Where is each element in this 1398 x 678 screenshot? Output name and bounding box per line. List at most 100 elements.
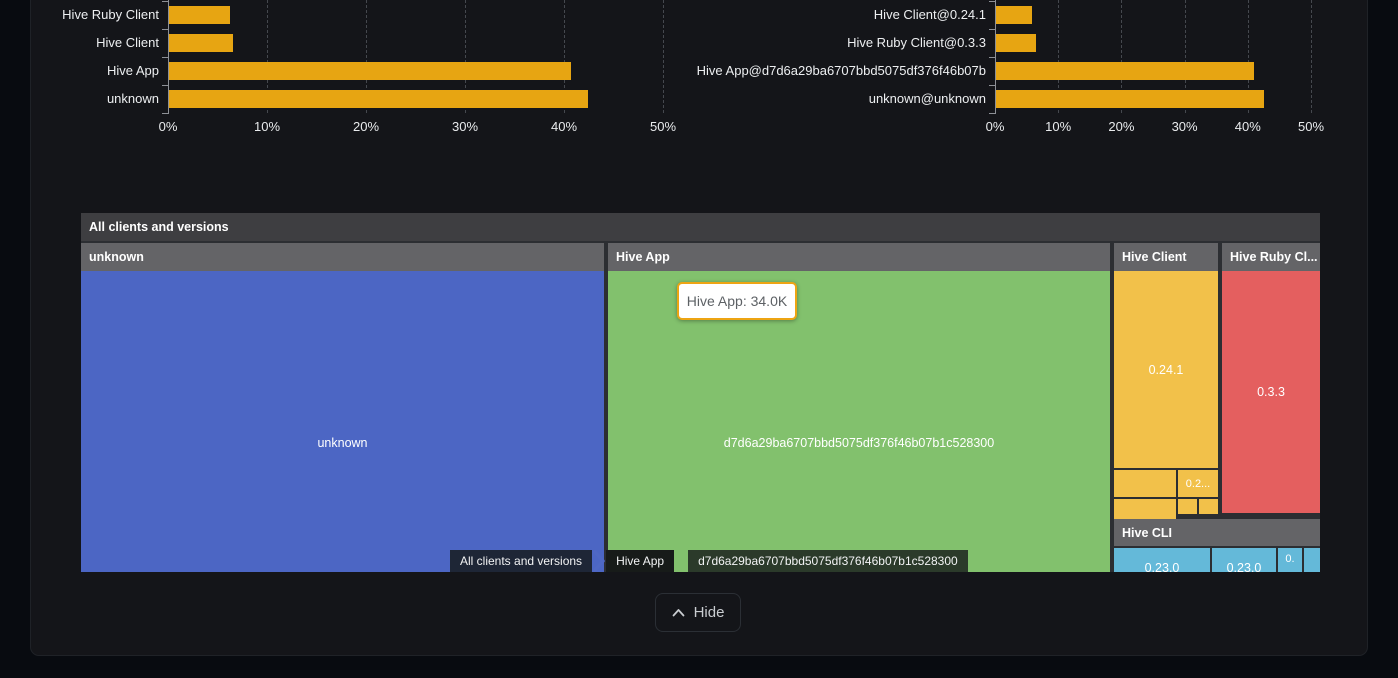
bar-hive-ruby-client-0-3-3[interactable] bbox=[996, 34, 1037, 52]
treemap-block-hive-ruby-0-3-3-label: 0.3.3 bbox=[1257, 385, 1285, 399]
treemap-block-hive-cli-3[interactable]: 0. bbox=[1278, 548, 1302, 572]
x-tick-label: 30% bbox=[1171, 119, 1198, 134]
x-tick-label: 30% bbox=[451, 119, 479, 134]
treemap-block-hive-client-0-2[interactable]: 0.2... bbox=[1178, 470, 1218, 497]
y-axis-tick bbox=[989, 29, 995, 30]
client-versions-bar-chart: Hive Client@0.24.1 Hive Ruby Client@0.3.3… bbox=[697, 0, 1398, 140]
y-axis-tick bbox=[162, 113, 168, 114]
treemap-root-header-label: All clients and versions bbox=[89, 220, 229, 234]
breadcrumb-segment-0[interactable]: All clients and versions bbox=[450, 550, 593, 572]
category-label: Hive App bbox=[106, 63, 159, 78]
treemap-header-hive-app-label: Hive App bbox=[616, 250, 670, 264]
treemap-block-hive-cli-1-label: 0.23.0 bbox=[1144, 561, 1180, 572]
treemap-header-unknown[interactable]: unknown bbox=[81, 243, 604, 271]
treemap-header-hive-ruby-client[interactable]: Hive Ruby Cl... bbox=[1222, 243, 1320, 271]
category-label: Hive Ruby Client bbox=[62, 7, 159, 22]
y-axis-tick bbox=[989, 57, 995, 58]
treemap-header-hive-cli-label: Hive CLI bbox=[1122, 525, 1173, 540]
treemap-block-hive-client-0-2-label: 0.2... bbox=[1185, 477, 1211, 490]
y-axis-line bbox=[995, 0, 996, 114]
treemap-block-hive-cli-1[interactable]: 0.23.0 bbox=[1114, 548, 1210, 572]
treemap-header-hive-cli[interactable]: Hive CLI bbox=[1114, 519, 1320, 546]
x-tick-label: 10% bbox=[1045, 119, 1072, 134]
treemap-block-hive-client-sub1[interactable] bbox=[1114, 470, 1176, 497]
x-tick-label: 50% bbox=[649, 119, 677, 134]
treemap-block-hive-cli-3-label: 0. bbox=[1285, 553, 1295, 565]
gridline-50 bbox=[663, 0, 664, 113]
gridline-20 bbox=[366, 0, 367, 113]
treemap-block-hive-ruby-0-3-3[interactable]: 0.3.3 bbox=[1222, 271, 1320, 513]
treemap-block-hive-client-sub2[interactable] bbox=[1114, 499, 1176, 520]
category-label: Hive Client@0.24.1 bbox=[873, 7, 986, 22]
treemap-block-hive-cli-4[interactable] bbox=[1304, 548, 1320, 572]
y-axis-tick bbox=[162, 85, 168, 86]
treemap-block-hive-client-0-24-1[interactable]: 0.24.1 bbox=[1114, 271, 1218, 468]
bar-hive-app[interactable] bbox=[169, 62, 571, 80]
category-label: unknown bbox=[106, 91, 159, 106]
gridline-40 bbox=[1247, 0, 1249, 113]
bar-unknown-unknown[interactable] bbox=[996, 90, 1264, 108]
x-tick-label: 40% bbox=[550, 119, 578, 134]
breadcrumb-chevron-icon bbox=[592, 550, 606, 572]
clients-treemap: All clients and versions unknown unknown Hi… bbox=[81, 213, 1320, 572]
gridline-50 bbox=[1311, 0, 1312, 113]
treemap-breadcrumb: All clients and versions Hive App d7d6a29b… bbox=[450, 550, 968, 572]
y-axis-tick bbox=[162, 29, 168, 30]
treemap-header-unknown-label: unknown bbox=[89, 250, 144, 264]
treemap-root-header[interactable]: All clients and versions bbox=[81, 213, 1320, 241]
gridline-30 bbox=[465, 0, 466, 113]
bar-hive-ruby-client[interactable] bbox=[169, 6, 231, 24]
x-tick-label: 50% bbox=[1297, 119, 1325, 134]
breadcrumb-segment-1[interactable]: Hive App bbox=[606, 550, 675, 572]
x-tick-label: 10% bbox=[253, 119, 281, 134]
category-label: Hive App@d7d6a29ba6707bbd5075df376f46b07… bbox=[696, 63, 986, 78]
gridline-10 bbox=[267, 0, 268, 113]
gridline-20 bbox=[1121, 0, 1123, 113]
client-versions-bar-chart-plot: Hive Client@0.24.1 Hive Ruby Client@0.3.3… bbox=[697, 0, 1355, 134]
category-label: Hive Ruby Client@0.3.3 bbox=[847, 35, 986, 50]
x-tick-label: 0% bbox=[158, 119, 178, 134]
y-axis-tick bbox=[162, 57, 168, 58]
treemap-header-hive-client[interactable]: Hive Client bbox=[1114, 243, 1218, 271]
tooltip-text: Hive App: 34.0K bbox=[686, 293, 788, 309]
gridline-30 bbox=[1184, 0, 1186, 113]
bar-hive-app-d7d6a29ba6707bbd5075df376f46b07b[interactable] bbox=[996, 62, 1254, 80]
treemap-block-hive-cli-2[interactable]: 0.23.0 bbox=[1212, 548, 1276, 572]
treemap-block-hive-app-hash[interactable]: d7d6a29ba6707bbd5075df376f46b07b1c528300 bbox=[608, 271, 1110, 572]
hide-button[interactable]: Hide bbox=[655, 593, 741, 632]
treemap-header-hive-client-label: Hive Client bbox=[1122, 250, 1187, 264]
x-tick-label: 40% bbox=[1234, 119, 1261, 134]
bar-hive-client-0-24-1[interactable] bbox=[996, 6, 1033, 24]
treemap-block-hive-client-0-24-1-label: 0.24.1 bbox=[1148, 362, 1184, 377]
treemap-tooltip: Hive App: 34.0K bbox=[677, 282, 797, 320]
bar-unknown[interactable] bbox=[169, 90, 588, 108]
treemap-block-hive-client-sub4[interactable] bbox=[1199, 499, 1218, 514]
treemap-block-unknown[interactable]: unknown bbox=[81, 271, 604, 572]
x-tick-label: 20% bbox=[1108, 119, 1135, 134]
clients-bar-chart-plot: Hive Ruby Client Hive Client Hive App unkno… bbox=[62, 0, 696, 134]
x-tick-label: 20% bbox=[352, 119, 380, 134]
bar-hive-client[interactable] bbox=[169, 34, 234, 52]
y-axis-tick bbox=[162, 1, 168, 2]
y-axis-tick bbox=[989, 1, 995, 2]
treemap-header-hive-ruby-client-label: Hive Ruby Cl... bbox=[1230, 250, 1318, 264]
treemap-block-hive-cli-2-label: 0.23.0 bbox=[1226, 561, 1262, 572]
clients-bar-chart: Hive Ruby Client Hive Client Hive App unkno… bbox=[0, 0, 699, 140]
chevron-up-icon bbox=[672, 608, 685, 617]
x-tick-label: 0% bbox=[985, 119, 1005, 134]
category-label: unknown@unknown bbox=[868, 91, 986, 106]
breadcrumb-segment-2[interactable]: d7d6a29ba6707bbd5075df376f46b07b1c528300 bbox=[688, 550, 968, 572]
breadcrumb-chevron-icon bbox=[674, 550, 688, 572]
treemap-block-unknown-label: unknown bbox=[317, 436, 368, 450]
treemap-block-hive-app-hash-label: d7d6a29ba6707bbd5075df376f46b07b1c528300 bbox=[723, 436, 995, 450]
gridline-40 bbox=[564, 0, 565, 113]
hide-button-label: Hide bbox=[693, 604, 725, 621]
gridline-10 bbox=[1058, 0, 1060, 113]
treemap-block-hive-client-sub3[interactable] bbox=[1178, 499, 1197, 514]
y-axis-line bbox=[168, 0, 169, 114]
treemap-header-hive-app[interactable]: Hive App bbox=[608, 243, 1110, 271]
y-axis-tick bbox=[989, 113, 995, 114]
category-label: Hive Client bbox=[96, 35, 159, 50]
y-axis-tick bbox=[989, 85, 995, 86]
